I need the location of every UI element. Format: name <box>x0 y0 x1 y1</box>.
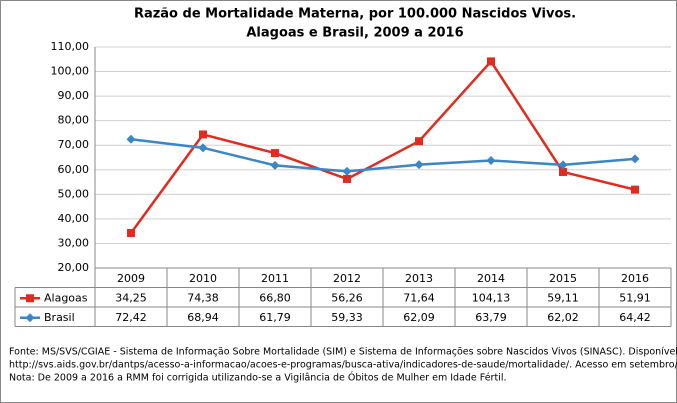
x-tick-label: 2009 <box>117 272 145 285</box>
y-tick-label: 60,00 <box>58 163 90 176</box>
marker <box>630 154 640 164</box>
marker <box>343 174 351 183</box>
y-tick-label: 50,00 <box>58 187 90 200</box>
y-tick-label: 90,00 <box>58 89 90 102</box>
marker <box>486 155 496 165</box>
marker <box>559 167 567 176</box>
marker <box>342 166 352 176</box>
table-value: 34,25 <box>115 291 147 304</box>
y-tick-label: 40,00 <box>58 212 90 225</box>
table-value: 62,02 <box>547 311 579 324</box>
marker <box>631 185 639 194</box>
y-tick-label: 20,00 <box>58 261 90 274</box>
footnote: Fonte: MS/SVS/CGIAE - Sistema de Informa… <box>9 347 677 358</box>
marker <box>487 57 495 66</box>
x-tick-label: 2015 <box>549 272 577 285</box>
x-tick-label: 2010 <box>189 272 217 285</box>
table-value: 68,94 <box>187 311 219 324</box>
marker <box>126 134 136 144</box>
marker <box>558 160 568 170</box>
x-tick-label: 2016 <box>621 272 649 285</box>
marker <box>198 143 208 153</box>
table-value: 66,80 <box>259 291 291 304</box>
marker <box>26 294 34 303</box>
legend-label: Brasil <box>44 311 75 324</box>
marker <box>127 229 135 238</box>
x-tick-label: 2013 <box>405 272 433 285</box>
marker <box>199 130 207 139</box>
table-value: 71,64 <box>403 291 435 304</box>
table-value: 59,11 <box>547 291 579 304</box>
table-value: 104,13 <box>472 291 511 304</box>
chart-subtitle: Alagoas e Brasil, 2009 a 2016 <box>246 26 463 41</box>
footnote: Nota: De 2009 a 2016 a RMM foi corrigida… <box>9 372 507 384</box>
x-tick-label: 2012 <box>333 272 361 285</box>
y-tick-label: 70,00 <box>58 138 90 151</box>
marker <box>25 313 35 323</box>
series-line <box>130 138 636 173</box>
table-value: 72,42 <box>115 311 147 324</box>
table-value: 64,42 <box>619 311 651 324</box>
y-tick-label: 80,00 <box>58 114 90 127</box>
table-value: 51,91 <box>619 291 651 304</box>
table-value: 59,33 <box>331 311 363 324</box>
y-tick-label: 30,00 <box>58 236 90 249</box>
marker <box>414 160 424 170</box>
x-tick-label: 2014 <box>477 272 505 285</box>
marker <box>270 160 280 170</box>
footnote: http://svs.aids.gov.br/dantps/acesso-a-i… <box>9 360 677 371</box>
marker <box>271 149 279 158</box>
table-value: 61,79 <box>259 311 291 324</box>
y-tick-label: 110,00 <box>51 40 90 53</box>
chart-title: Razão de Mortalidade Materna, por 100.00… <box>134 7 576 22</box>
x-tick-label: 2011 <box>261 272 289 285</box>
table-value: 74,38 <box>187 291 219 304</box>
series-line <box>129 60 636 234</box>
legend-label: Alagoas <box>44 291 88 304</box>
table-value: 56,26 <box>331 291 363 304</box>
marker <box>415 137 423 146</box>
table-value: 62,09 <box>403 311 435 324</box>
y-tick-label: 100,00 <box>51 65 90 78</box>
table-value: 63,79 <box>475 311 507 324</box>
